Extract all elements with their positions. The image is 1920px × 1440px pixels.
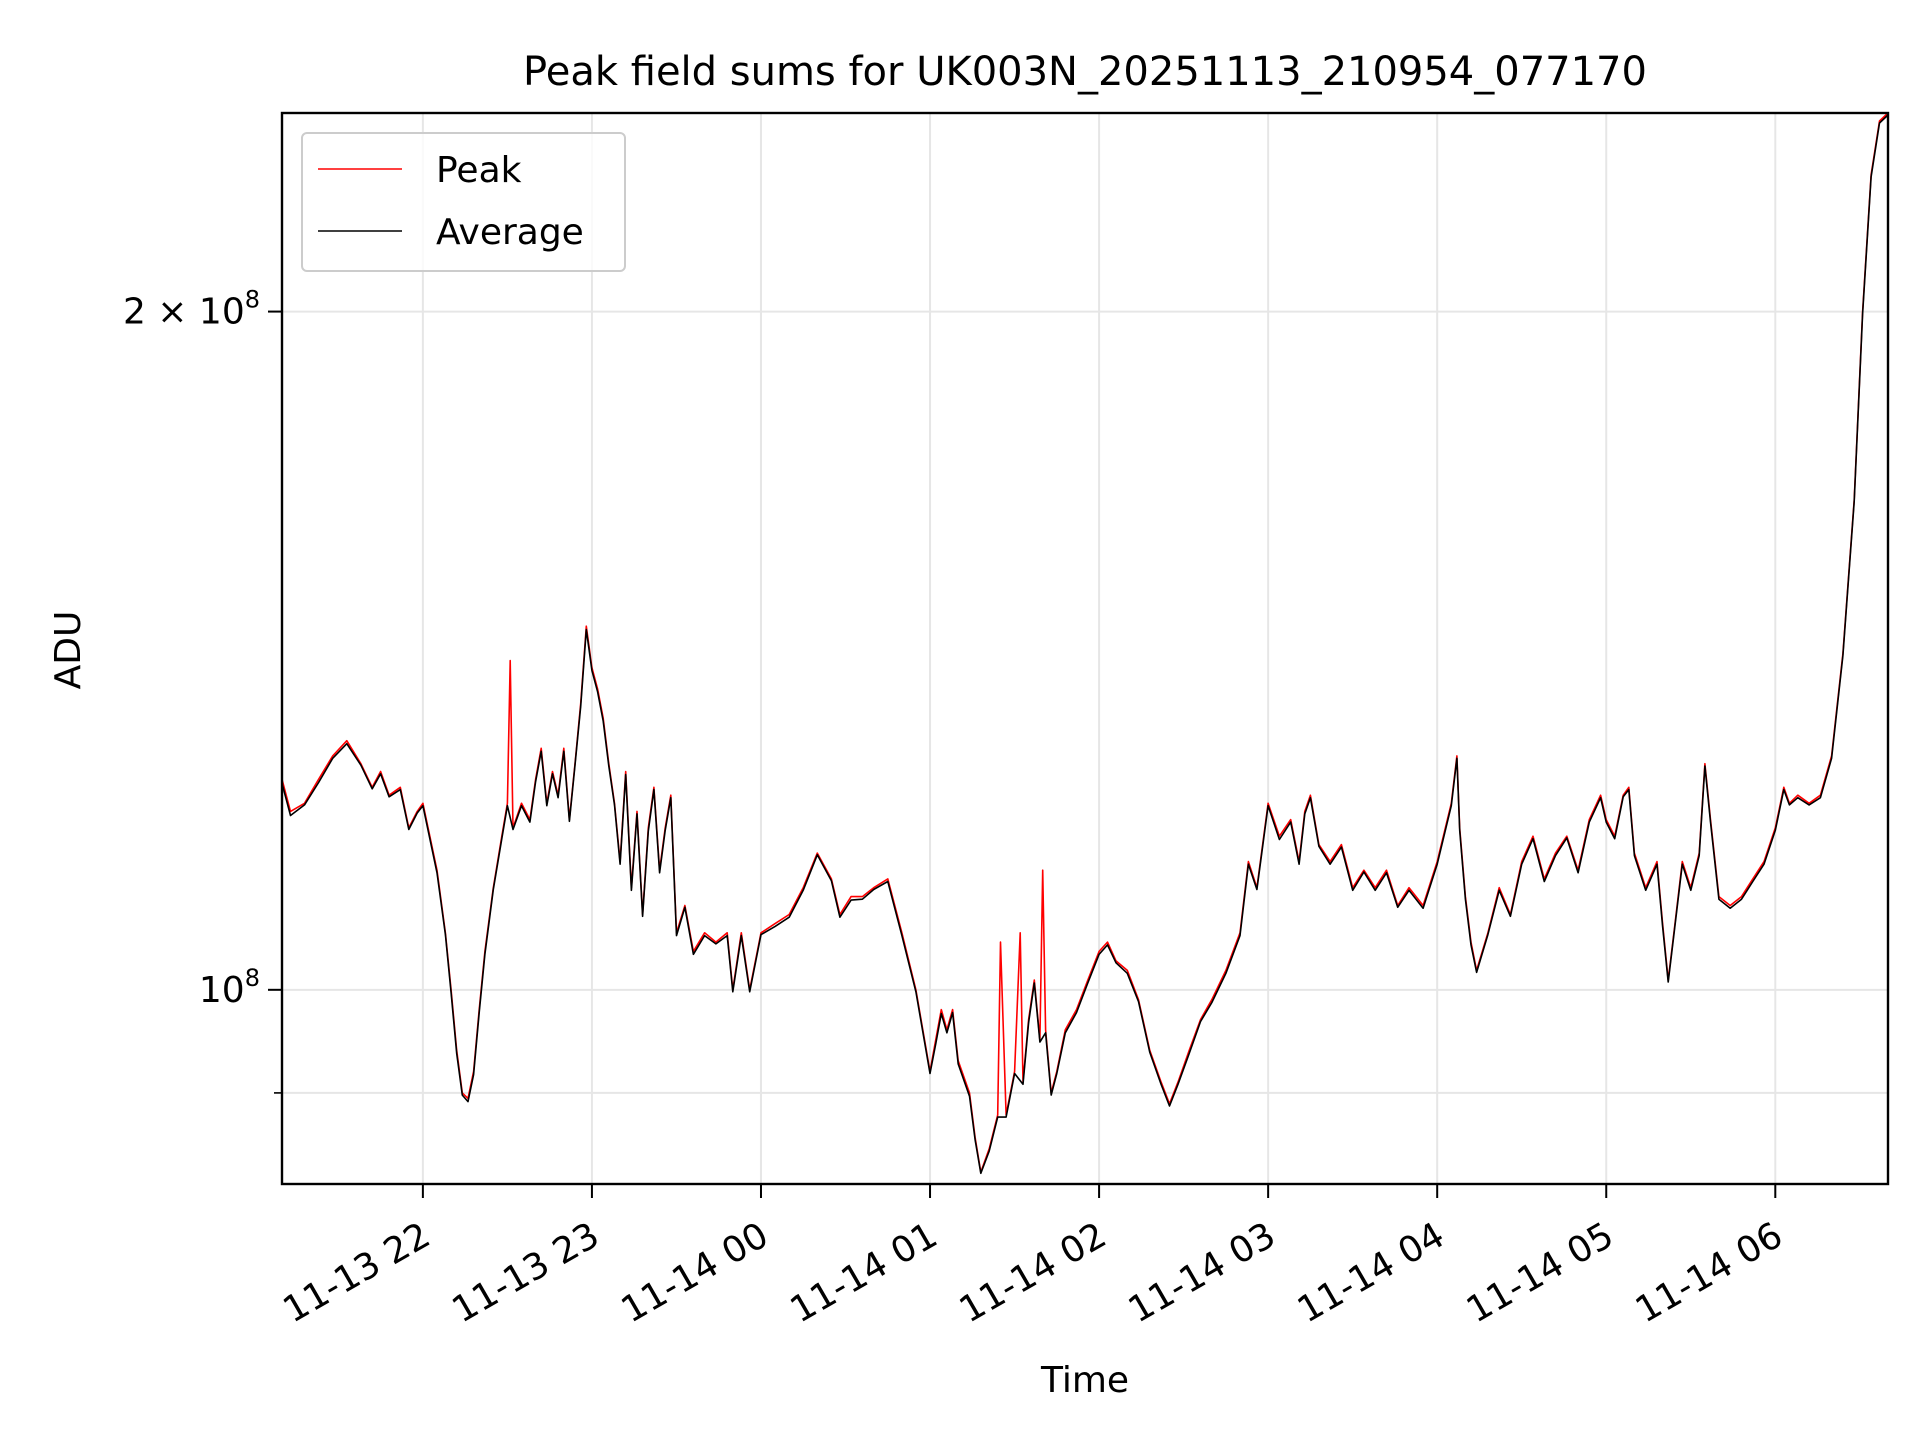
legend-label-average: Average: [436, 212, 584, 253]
legend: Peak Average: [301, 132, 626, 272]
legend-label-peak: Peak: [436, 150, 522, 191]
x-axis-label: Time: [1040, 1360, 1129, 1401]
series-line-average: [281, 114, 1889, 1175]
plot-frame: [280, 111, 1890, 1186]
y-axis-label: ADU: [48, 611, 89, 690]
series-layer: [281, 112, 1889, 1175]
chart-title: Peak field sums for UK003N_20251113_2109…: [523, 49, 1647, 95]
legend-box: [301, 132, 626, 272]
grid-lines: [282, 113, 1888, 1184]
y-tick-label: 2 × 108: [123, 286, 260, 333]
y-axis-ticks: 108 2 × 108: [123, 286, 282, 1094]
y-tick-label: 108: [199, 964, 260, 1011]
